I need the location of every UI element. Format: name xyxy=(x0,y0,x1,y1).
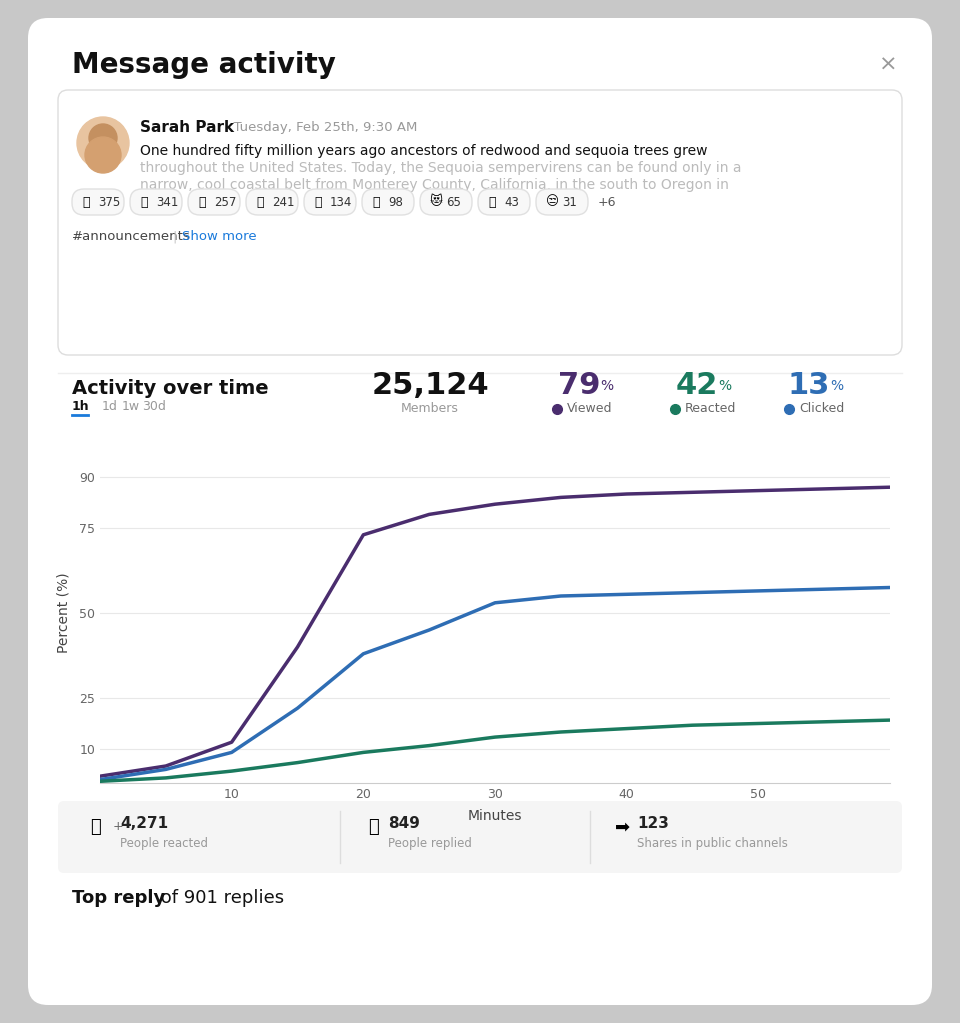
FancyBboxPatch shape xyxy=(28,18,932,1005)
FancyBboxPatch shape xyxy=(72,189,124,215)
Text: |: | xyxy=(172,230,177,243)
Text: Members: Members xyxy=(401,402,459,415)
Text: +6: +6 xyxy=(598,195,616,209)
FancyBboxPatch shape xyxy=(246,189,298,215)
Y-axis label: Percent (%): Percent (%) xyxy=(57,573,71,654)
Text: 123: 123 xyxy=(637,815,669,831)
FancyBboxPatch shape xyxy=(130,189,182,215)
FancyBboxPatch shape xyxy=(58,801,902,873)
Text: of 901 replies: of 901 replies xyxy=(155,889,284,907)
Text: Sarah Park: Sarah Park xyxy=(140,120,234,134)
Text: ➡: ➡ xyxy=(615,818,630,836)
Text: 1w: 1w xyxy=(122,400,140,412)
Circle shape xyxy=(77,117,129,169)
FancyBboxPatch shape xyxy=(420,189,472,215)
Text: 98: 98 xyxy=(388,195,403,209)
Text: 79: 79 xyxy=(558,371,600,400)
Text: %: % xyxy=(830,379,843,393)
Circle shape xyxy=(89,124,117,152)
Text: #announcements: #announcements xyxy=(72,230,191,243)
Text: 13: 13 xyxy=(787,371,830,400)
Text: 1h: 1h xyxy=(72,400,89,412)
Text: 31: 31 xyxy=(562,195,577,209)
X-axis label: Minutes: Minutes xyxy=(468,809,522,824)
Text: +: + xyxy=(113,820,124,834)
Text: Activity over time: Activity over time xyxy=(72,379,269,398)
Text: People replied: People replied xyxy=(388,837,472,849)
Text: narrow, cool coastal belt from Monterey County, California, in the south to Oreg: narrow, cool coastal belt from Monterey … xyxy=(140,178,729,192)
Text: Top reply: Top reply xyxy=(72,889,165,907)
Text: 👏: 👏 xyxy=(198,195,205,209)
Text: 341: 341 xyxy=(156,195,179,209)
FancyBboxPatch shape xyxy=(478,189,530,215)
Text: 😒: 😒 xyxy=(546,195,559,209)
Text: 134: 134 xyxy=(330,195,352,209)
Text: 4,271: 4,271 xyxy=(120,815,168,831)
Text: 🤔: 🤔 xyxy=(488,195,495,209)
Text: 1d: 1d xyxy=(102,400,118,412)
Text: ×: × xyxy=(878,55,898,75)
FancyBboxPatch shape xyxy=(362,189,414,215)
Text: 🙂: 🙂 xyxy=(90,818,101,836)
Text: 🎉: 🎉 xyxy=(256,195,263,209)
Text: People reacted: People reacted xyxy=(120,837,208,849)
Text: Reacted: Reacted xyxy=(685,402,736,415)
FancyBboxPatch shape xyxy=(58,90,902,355)
Text: 375: 375 xyxy=(98,195,120,209)
Text: Tuesday, Feb 25th, 9:30 AM: Tuesday, Feb 25th, 9:30 AM xyxy=(225,121,418,133)
FancyBboxPatch shape xyxy=(304,189,356,215)
Text: 💬: 💬 xyxy=(368,818,379,836)
Text: throughout the United States. Today, the Sequoia sempervirens can be found only : throughout the United States. Today, the… xyxy=(140,161,741,175)
Text: 849: 849 xyxy=(388,815,420,831)
Text: %: % xyxy=(600,379,613,393)
Circle shape xyxy=(85,137,121,173)
Text: Viewed: Viewed xyxy=(567,402,612,415)
Text: 💯: 💯 xyxy=(314,195,322,209)
Text: 👍: 👍 xyxy=(82,195,89,209)
Text: 🎊: 🎊 xyxy=(140,195,148,209)
Text: 25,124: 25,124 xyxy=(372,371,489,400)
Text: One hundred fifty million years ago ancestors of redwood and sequoia trees grew: One hundred fifty million years ago ance… xyxy=(140,144,708,158)
Text: 42: 42 xyxy=(676,371,718,400)
Text: 🎤: 🎤 xyxy=(372,195,379,209)
Text: 257: 257 xyxy=(214,195,236,209)
Text: Clicked: Clicked xyxy=(799,402,844,415)
FancyBboxPatch shape xyxy=(536,189,588,215)
Text: 43: 43 xyxy=(504,195,518,209)
FancyBboxPatch shape xyxy=(188,189,240,215)
Text: 65: 65 xyxy=(446,195,461,209)
Text: Message activity: Message activity xyxy=(72,51,336,79)
Text: Shares in public channels: Shares in public channels xyxy=(637,837,788,849)
Text: 😻: 😻 xyxy=(430,195,443,209)
Text: %: % xyxy=(718,379,732,393)
Text: 241: 241 xyxy=(272,195,295,209)
Text: Show more: Show more xyxy=(182,230,256,243)
Text: 30d: 30d xyxy=(142,400,166,412)
